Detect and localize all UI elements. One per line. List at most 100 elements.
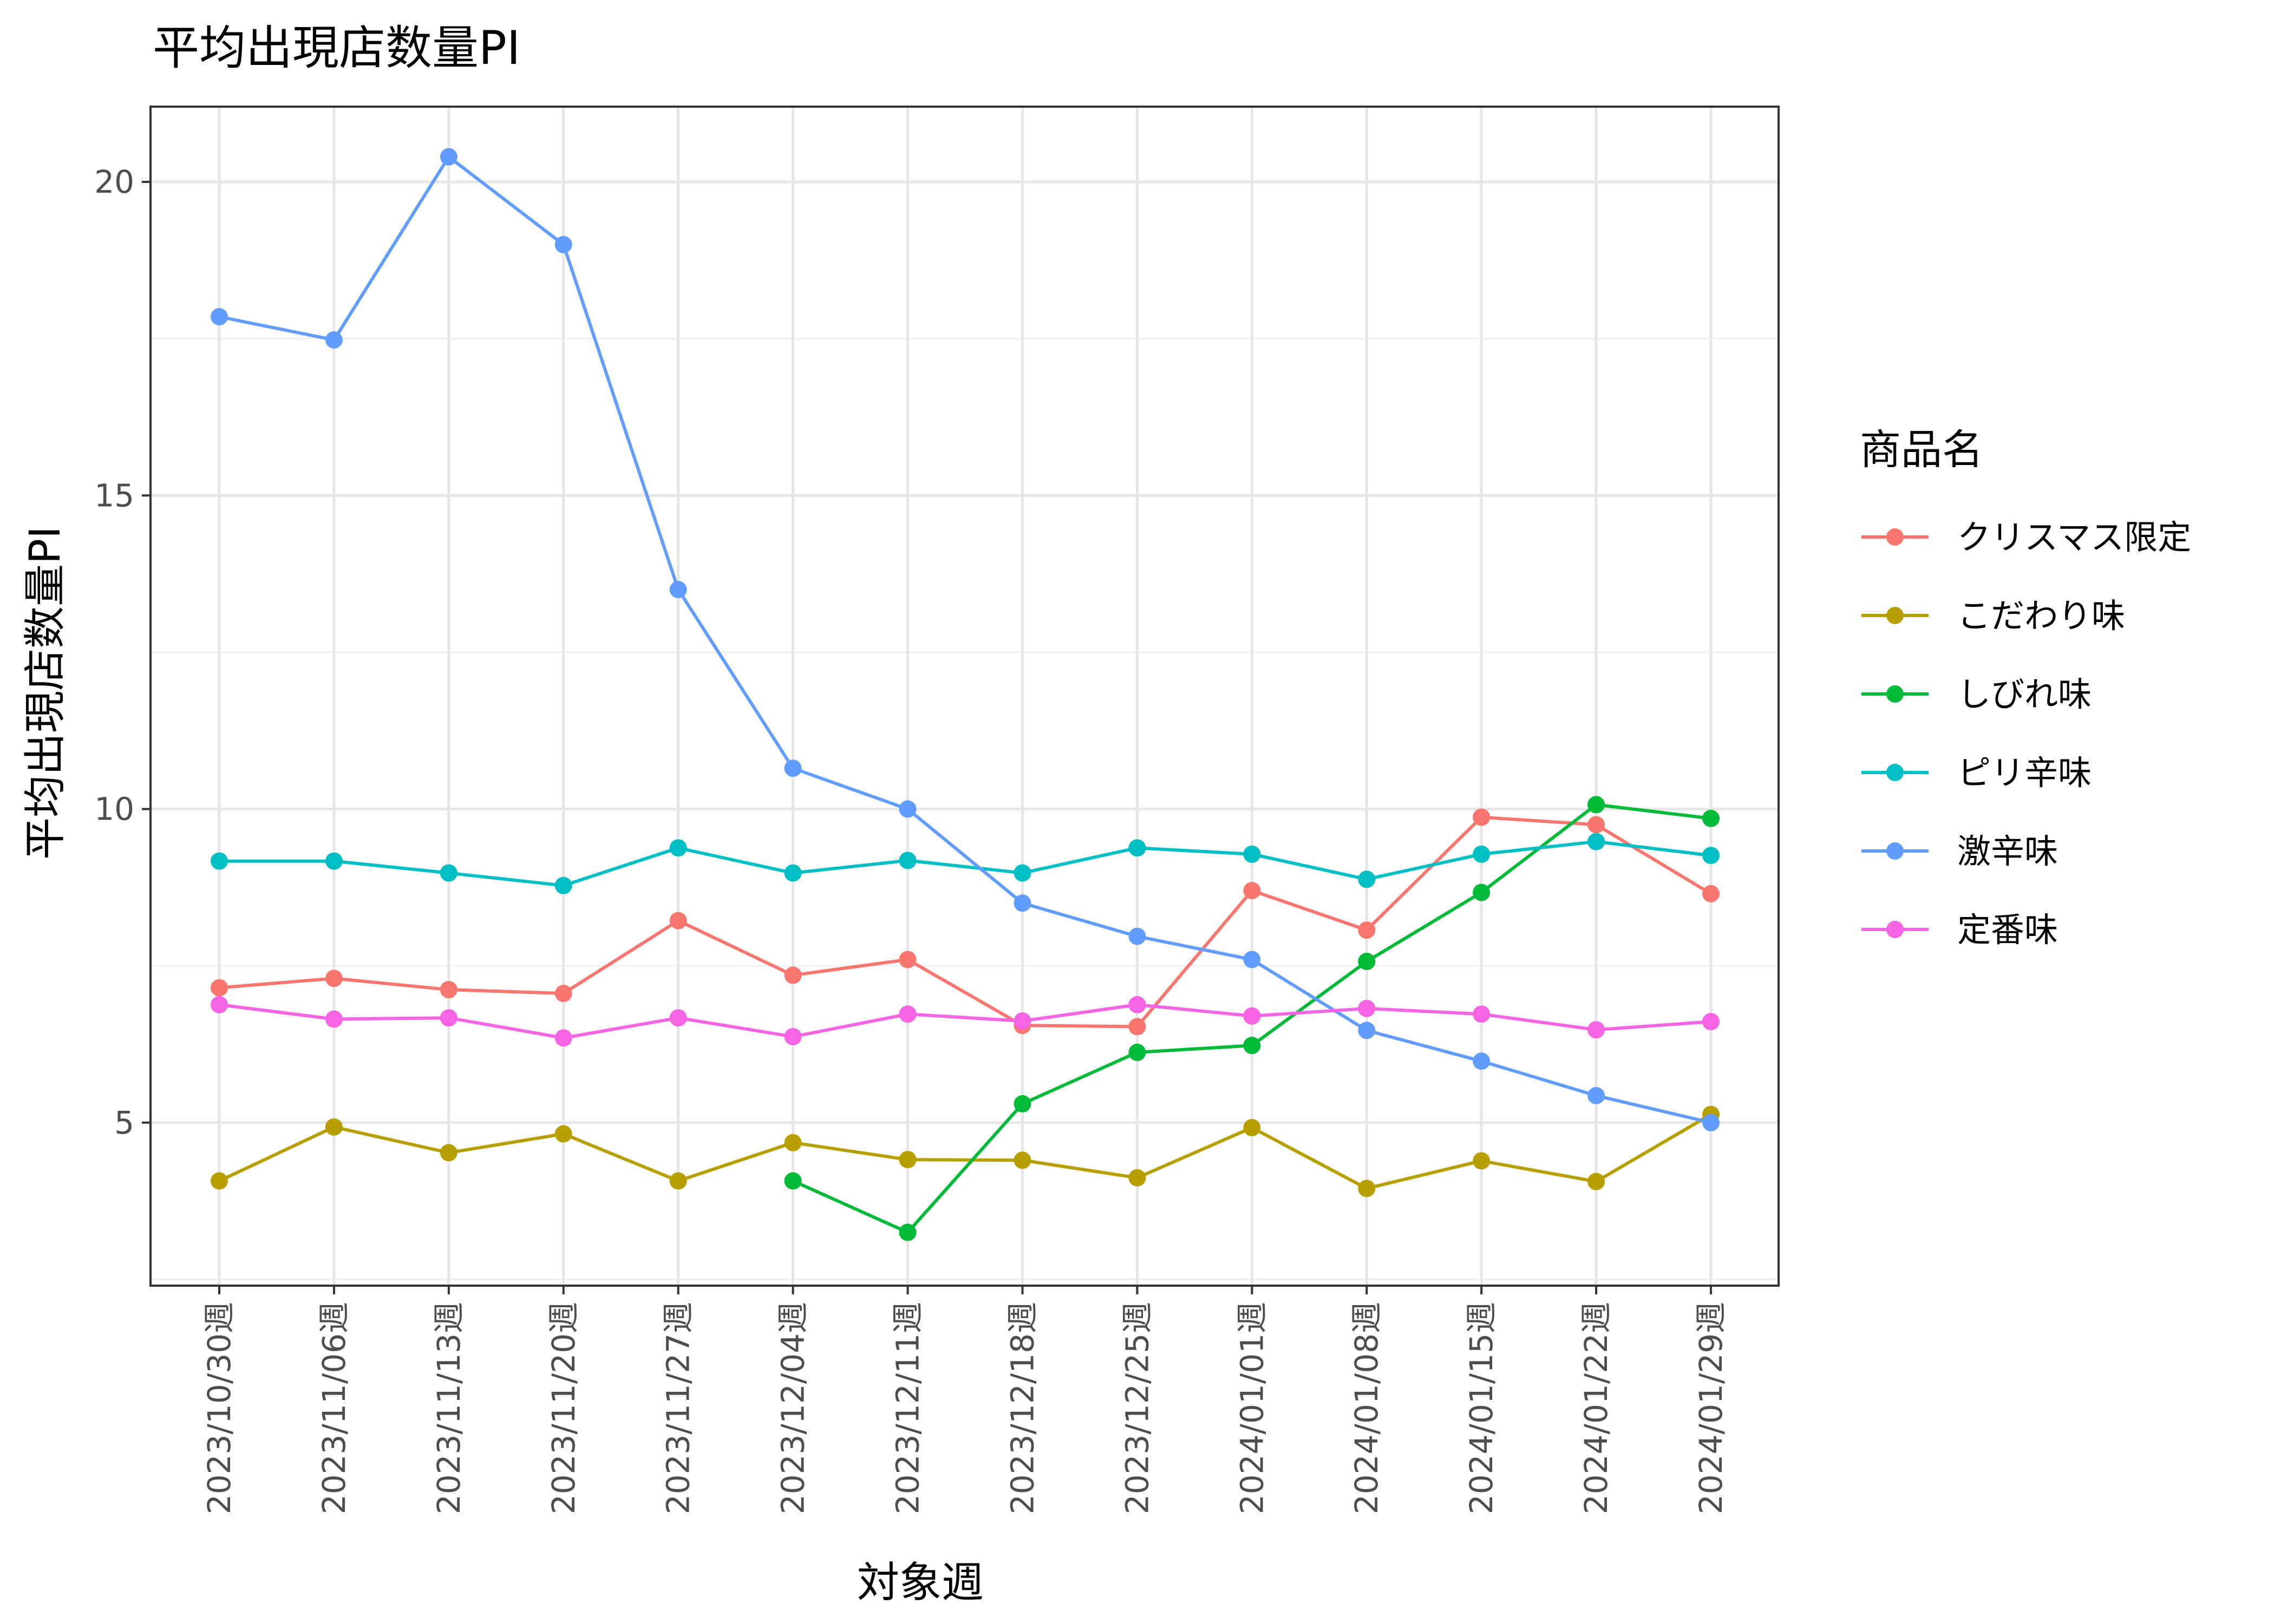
series-group	[211, 996, 1720, 1047]
chart-title: 平均出現店数量PI	[153, 21, 520, 75]
data-point	[1587, 1173, 1605, 1190]
data-point	[1358, 953, 1376, 971]
legend-key-point	[1886, 842, 1904, 860]
data-point	[1128, 1044, 1146, 1062]
data-point	[1587, 816, 1605, 834]
data-point	[1702, 809, 1720, 827]
series-group	[784, 796, 1720, 1241]
data-point	[440, 148, 458, 166]
data-point	[1587, 833, 1605, 850]
data-point	[554, 235, 572, 253]
data-point	[1473, 1052, 1491, 1070]
series-group	[211, 148, 1720, 1131]
data-point	[1473, 883, 1491, 901]
legend-label: 激辛味	[1957, 831, 2058, 871]
data-point	[325, 970, 343, 987]
legend-key-point	[1886, 685, 1904, 703]
data-point	[554, 985, 572, 1003]
legend-title: 商品名	[1860, 425, 1983, 474]
data-point	[1128, 1018, 1146, 1036]
data-point	[784, 1172, 802, 1190]
plot-panel-border	[149, 106, 1780, 1287]
data-point	[1243, 1007, 1261, 1025]
data-point	[211, 308, 228, 326]
data-point	[1014, 1012, 1031, 1030]
x-tick-label: 2024/01/01週	[1233, 1302, 1270, 1514]
x-tick-label: 2024/01/15週	[1463, 1302, 1500, 1514]
data-point	[669, 912, 687, 929]
legend-label: しびれ味	[1957, 675, 2092, 714]
data-point	[1128, 839, 1146, 857]
series-line	[219, 815, 1712, 1029]
series-line	[218, 1113, 1712, 1190]
data-point	[1702, 1114, 1720, 1131]
data-point	[440, 864, 458, 882]
data-point	[669, 839, 687, 857]
y-tick-label: 5	[114, 1104, 134, 1141]
legend-label: 定番味	[1957, 910, 2058, 949]
data-point	[1587, 1021, 1605, 1039]
x-tick-label: 2023/11/06週	[316, 1302, 352, 1514]
data-point	[1014, 1151, 1031, 1169]
data-point	[669, 1172, 687, 1190]
legend-label: ピリ辛味	[1957, 753, 2092, 793]
legend-item: しびれ味	[1861, 675, 2092, 714]
data-point	[554, 1125, 572, 1143]
data-point	[1587, 1086, 1605, 1104]
data-point	[1128, 996, 1146, 1013]
data-point	[1243, 845, 1261, 863]
data-point	[211, 996, 228, 1013]
data-point	[1014, 864, 1031, 882]
data-point	[784, 966, 802, 984]
x-tick-label: 2023/11/20週	[545, 1302, 582, 1514]
data-point	[211, 1172, 228, 1190]
data-point	[1243, 1119, 1261, 1137]
axes: 5 10 15 20 2023/10/30週 2023/11/06週 2023/11/13週…	[94, 163, 1729, 1514]
data-point	[1358, 1021, 1376, 1039]
data-point	[1702, 1013, 1720, 1031]
y-tick-label: 10	[94, 791, 134, 828]
data-point	[325, 331, 343, 349]
x-tick-label: 2024/01/22週	[1578, 1302, 1615, 1514]
legend-item: ピリ辛味	[1861, 753, 2092, 793]
data-point	[325, 852, 343, 870]
data-point	[784, 759, 802, 777]
data-point	[211, 852, 228, 870]
data-point	[1473, 808, 1491, 826]
legend-key-point	[1886, 528, 1904, 546]
data-point	[899, 1005, 917, 1023]
data-point	[1358, 870, 1376, 888]
legend-key-point	[1886, 607, 1904, 624]
series-group	[211, 833, 1720, 894]
data-point	[784, 1028, 802, 1046]
legend-item: こだわり味	[1861, 596, 2125, 636]
data-point	[1358, 921, 1376, 939]
series-group	[211, 808, 1720, 1036]
x-axis-title: 対象週	[857, 1558, 984, 1607]
series	[211, 148, 1720, 1241]
y-axis-title: 平均出現店数量PI	[21, 526, 70, 860]
data-point	[1702, 885, 1720, 902]
data-point	[1128, 1169, 1146, 1187]
data-point	[899, 852, 917, 869]
grid	[151, 107, 1779, 1286]
x-tick-label: 2023/11/13週	[430, 1302, 467, 1514]
series-line	[219, 155, 1711, 1124]
data-point	[440, 981, 458, 999]
data-point	[899, 1151, 917, 1169]
data-point	[899, 1223, 917, 1241]
data-point	[1128, 927, 1146, 945]
data-point	[899, 951, 917, 968]
y-tick-label: 20	[94, 163, 134, 200]
data-point	[1702, 847, 1720, 865]
legend-item: クリスマス限定	[1861, 518, 2191, 557]
data-point	[1243, 951, 1261, 968]
data-point	[1014, 894, 1031, 912]
data-point	[1358, 999, 1376, 1017]
legend-item: 激辛味	[1861, 831, 2058, 871]
data-point	[1014, 1095, 1031, 1113]
data-point	[325, 1118, 343, 1136]
data-point	[1587, 796, 1605, 814]
data-point	[554, 1029, 572, 1047]
